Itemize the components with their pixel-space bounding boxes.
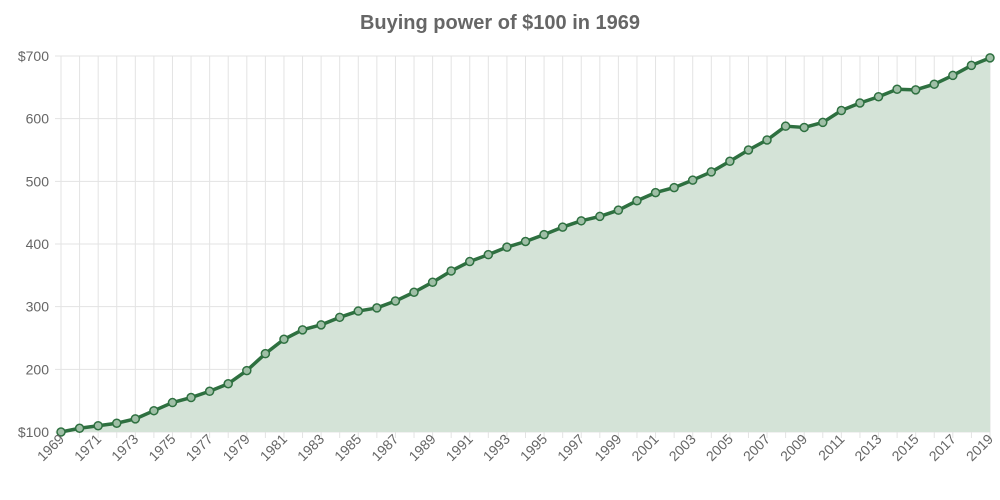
x-tick-label: 1991 xyxy=(443,431,476,464)
x-tick-label: 2015 xyxy=(888,431,921,464)
data-point xyxy=(390,296,401,306)
data-point xyxy=(762,135,772,145)
data-point xyxy=(706,167,717,177)
x-tick-label: 1981 xyxy=(257,431,290,464)
data-point xyxy=(204,386,215,397)
data-point xyxy=(687,175,698,185)
data-point xyxy=(985,53,995,63)
data-point xyxy=(632,196,642,206)
x-axis-ticks: 1969 1971 1973 1975 1977 1979 1981 1983 1985 1987… xyxy=(34,431,996,464)
data-point xyxy=(502,242,512,252)
data-point xyxy=(74,423,85,433)
x-tick-label: 1975 xyxy=(145,431,178,464)
x-tick-label: 1973 xyxy=(108,431,141,464)
data-point xyxy=(353,306,364,316)
data-point xyxy=(855,98,865,108)
data-point xyxy=(576,216,586,226)
data-point xyxy=(799,122,809,133)
data-point xyxy=(725,156,735,167)
y-axis-ticks: $100 200 300 400 500 600 $700 xyxy=(18,48,49,440)
x-tick-label: 2017 xyxy=(926,431,959,464)
data-point xyxy=(873,91,884,102)
data-point xyxy=(167,397,178,408)
data-point xyxy=(149,405,159,416)
data-point xyxy=(446,266,456,276)
x-tick-label: 1999 xyxy=(591,431,624,464)
data-point xyxy=(427,277,438,287)
y-tick-label: 600 xyxy=(26,111,50,127)
data-point xyxy=(223,378,233,389)
x-tick-label: 1977 xyxy=(182,431,215,464)
x-tick-label: 2011 xyxy=(815,431,848,464)
data-point xyxy=(929,79,940,89)
x-tick-label: 1995 xyxy=(517,431,550,464)
point-layer xyxy=(56,53,995,437)
x-tick-label: 1985 xyxy=(331,431,364,464)
data-point xyxy=(279,334,289,345)
data-point xyxy=(743,145,754,155)
y-tick-label: 500 xyxy=(26,173,50,189)
data-point xyxy=(56,427,66,437)
y-tick-label: 200 xyxy=(26,361,50,377)
data-point xyxy=(780,121,791,131)
data-point xyxy=(297,325,308,335)
x-tick-label: 1971 xyxy=(71,431,104,464)
data-point xyxy=(892,84,902,94)
x-tick-label: 1997 xyxy=(554,431,587,464)
y-tick-label: $700 xyxy=(18,48,49,64)
data-point xyxy=(316,320,326,330)
data-point xyxy=(818,117,828,128)
data-point xyxy=(595,211,605,222)
y-tick-label: 400 xyxy=(26,236,50,252)
x-tick-label: 2003 xyxy=(665,431,698,464)
x-tick-label: 2007 xyxy=(740,431,773,464)
data-point xyxy=(650,187,661,198)
x-tick-label: 2019 xyxy=(963,431,996,464)
chart-title: Buying power of $100 in 1969 xyxy=(359,12,641,34)
x-tick-label: 2005 xyxy=(703,431,736,464)
data-point xyxy=(260,348,271,359)
data-point xyxy=(483,249,494,260)
data-point xyxy=(948,70,958,81)
x-tick-label: 2001 xyxy=(628,431,661,464)
data-point xyxy=(130,414,141,424)
y-tick-label: $100 xyxy=(18,424,49,440)
x-tick-label: 2013 xyxy=(851,431,884,464)
data-point xyxy=(372,303,382,313)
data-point xyxy=(186,392,196,403)
data-point xyxy=(409,287,419,298)
data-point xyxy=(539,229,549,240)
data-point xyxy=(334,312,345,323)
data-point xyxy=(836,105,847,116)
data-point xyxy=(93,420,103,431)
data-point xyxy=(557,222,568,232)
data-point xyxy=(520,236,531,247)
data-point xyxy=(465,256,475,267)
data-point xyxy=(910,85,921,95)
x-tick-label: 1979 xyxy=(220,431,253,464)
data-point xyxy=(966,60,977,71)
y-tick-label: 300 xyxy=(26,299,50,315)
x-tick-label: 1989 xyxy=(405,431,438,464)
data-point xyxy=(613,205,624,215)
data-point xyxy=(242,365,252,376)
data-point xyxy=(669,182,679,193)
data-point xyxy=(111,418,122,428)
x-tick-label: 1983 xyxy=(294,431,327,464)
x-tick-label: 1993 xyxy=(480,431,513,464)
x-tick-label: 1987 xyxy=(368,431,401,464)
x-tick-label: 2009 xyxy=(777,431,810,464)
